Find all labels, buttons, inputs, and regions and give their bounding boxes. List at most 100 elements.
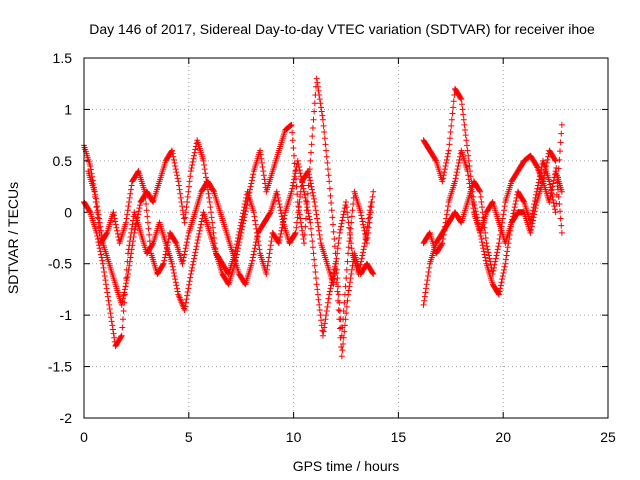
- data-point: [172, 279, 179, 286]
- data-point: [305, 210, 312, 217]
- data-point: [337, 223, 344, 230]
- data-point: [347, 235, 354, 241]
- data-point: [304, 207, 311, 214]
- data-point: [126, 262, 133, 269]
- data-point: [276, 201, 283, 208]
- data-point: [341, 322, 348, 329]
- data-point: [236, 228, 243, 235]
- data-point: [234, 238, 241, 245]
- data-point: [357, 261, 364, 268]
- data-point: [459, 106, 466, 113]
- data-point: [141, 188, 148, 195]
- data-point: [493, 252, 500, 259]
- data-point: [252, 221, 259, 228]
- data-point: [347, 275, 354, 282]
- data-point: [186, 178, 193, 185]
- data-point: [499, 276, 506, 283]
- data-point: [512, 201, 519, 208]
- data-point: [250, 251, 257, 258]
- data-point: [365, 224, 372, 231]
- data-point: [122, 283, 129, 290]
- data-point: [542, 166, 549, 173]
- data-point: [455, 163, 462, 169]
- data-point: [207, 204, 214, 211]
- data-point: [336, 229, 343, 236]
- data-point: [345, 244, 352, 251]
- data-point: [343, 303, 350, 310]
- data-point: [482, 229, 489, 236]
- data-point: [341, 208, 348, 215]
- data-point: [547, 192, 554, 199]
- data-point: [278, 210, 285, 217]
- data-point: [422, 289, 429, 296]
- data-point: [467, 173, 474, 180]
- data-point: [316, 301, 323, 308]
- data-point: [224, 280, 231, 287]
- data-point: [513, 194, 520, 201]
- data-point: [344, 214, 351, 221]
- data-point: [170, 266, 177, 273]
- data-point: [492, 255, 499, 262]
- data-point: [289, 182, 296, 189]
- data-point: [481, 224, 488, 231]
- data-point: [201, 161, 208, 168]
- data-point: [309, 124, 316, 131]
- data-point: [179, 207, 186, 214]
- data-point: [302, 223, 309, 230]
- data-point: [482, 254, 489, 261]
- data-point: [451, 178, 458, 185]
- data-point: [322, 316, 329, 323]
- data-point: [187, 271, 194, 277]
- data-point: [550, 200, 557, 207]
- data-point: [186, 278, 193, 285]
- data-point: [426, 264, 433, 271]
- data-point: [175, 182, 182, 189]
- data-point: [97, 248, 104, 255]
- axis-ticks: [83, 57, 609, 419]
- data-point: [194, 237, 201, 244]
- data-point: [239, 213, 246, 220]
- data-point: [470, 205, 477, 212]
- data-point: [464, 168, 471, 175]
- data-point: [287, 122, 294, 129]
- data-point: [365, 215, 372, 222]
- data-point: [184, 292, 191, 299]
- data-point: [346, 224, 353, 231]
- data-point: [131, 226, 138, 233]
- data-point: [110, 212, 117, 219]
- data-point: [334, 275, 341, 282]
- data-point: [322, 141, 329, 148]
- data-point: [443, 159, 450, 166]
- data-point: [294, 214, 301, 221]
- data-point: [326, 288, 333, 295]
- data-point: [129, 221, 136, 228]
- data-point: [469, 201, 476, 208]
- data-point: [446, 141, 453, 148]
- data-point: [334, 250, 341, 257]
- data-point: [313, 275, 320, 282]
- data-point: [103, 285, 110, 292]
- data-point: [441, 169, 448, 176]
- data-point: [185, 232, 192, 239]
- data-point: [161, 254, 168, 261]
- data-point: [310, 116, 317, 123]
- data-point: [347, 225, 354, 232]
- data-point: [479, 242, 486, 249]
- data-point: [200, 157, 207, 164]
- data-point: [304, 190, 311, 197]
- data-point: [358, 255, 365, 262]
- data-point: [496, 288, 503, 295]
- data-point: [555, 165, 562, 172]
- data-point: [192, 249, 199, 256]
- data-point: [531, 211, 538, 218]
- data-point: [355, 271, 362, 277]
- data-point: [111, 334, 118, 341]
- data-point: [249, 254, 256, 261]
- data-point: [290, 145, 297, 151]
- data-point: [339, 214, 346, 221]
- data-point: [325, 172, 332, 179]
- data-point: [548, 186, 555, 193]
- data-point: [366, 207, 373, 214]
- data-point: [110, 330, 117, 337]
- data-point: [146, 238, 153, 245]
